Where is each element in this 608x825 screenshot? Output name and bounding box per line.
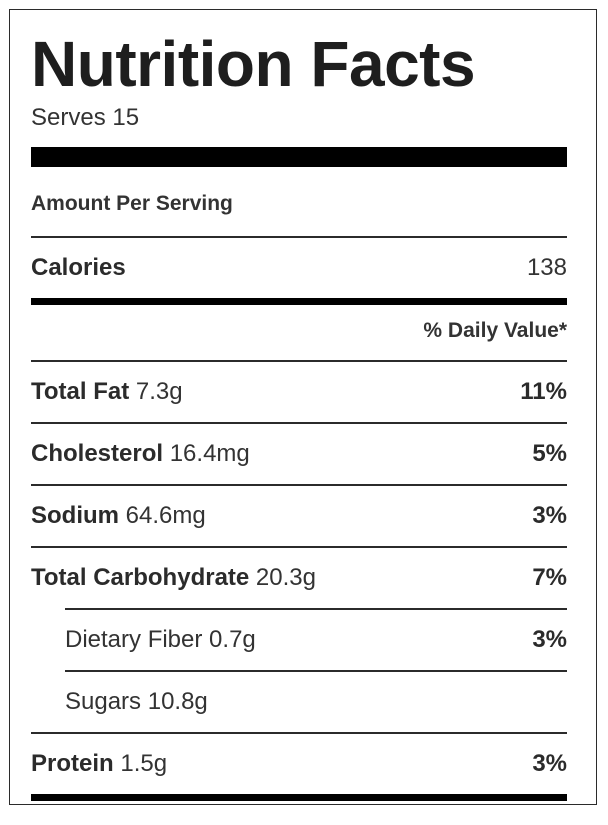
- label-content: Nutrition Facts Serves 15 Amount Per Ser…: [31, 10, 567, 804]
- nutrient-row-protein: Protein 1.5g 3%: [31, 749, 567, 779]
- nutrient-amount: 1.5g: [120, 750, 168, 777]
- daily-value-header: % Daily Value*: [423, 319, 567, 342]
- divider: [31, 732, 567, 734]
- nutrient-label: Sodium: [31, 502, 126, 529]
- nutrient-amount: 0.7g: [209, 626, 256, 653]
- divider: [31, 484, 567, 486]
- nutrient-row-total-fat: Total Fat 7.3g 11%: [31, 377, 567, 407]
- nutrient-percent: 3%: [532, 626, 567, 653]
- nutrient-amount: 16.4mg: [169, 440, 250, 467]
- divider: [31, 546, 567, 548]
- nutrient-label: Cholesterol: [31, 440, 170, 467]
- nutrient-amount: 7.3g: [135, 378, 183, 405]
- nutrient-amount: 64.6mg: [125, 502, 206, 529]
- indented-divider: [65, 608, 567, 610]
- nutrient-percent: 5%: [532, 440, 567, 467]
- nutrient-label: Sugars: [65, 688, 148, 715]
- calories-label: Calories: [31, 254, 126, 281]
- calories-value: 138: [526, 254, 567, 281]
- nutrient-row-dietary-fiber: Dietary Fiber 0.7g 3%: [65, 625, 567, 655]
- nutrient-label: Total Carbohydrate: [31, 564, 256, 591]
- nutrient-percent: 3%: [532, 502, 567, 529]
- indented-divider: [65, 670, 567, 672]
- calories-row: Calories 138: [31, 253, 567, 283]
- amount-per-serving-heading: Amount Per Serving: [31, 192, 233, 215]
- nutrient-row-total-carbohydrate: Total Carbohydrate 20.3g 7%: [31, 563, 567, 593]
- nutrition-facts-label: Nutrition Facts Serves 15 Amount Per Ser…: [9, 9, 597, 805]
- nutrient-percent: 7%: [532, 564, 567, 591]
- thick-divider: [31, 147, 567, 167]
- nutrient-percent: 3%: [532, 750, 567, 777]
- heavy-divider: [31, 794, 567, 801]
- divider: [31, 236, 567, 238]
- nutrient-label: Total Fat: [31, 378, 136, 405]
- label-title: Nutrition Facts: [31, 28, 476, 100]
- heavy-divider: [31, 298, 567, 305]
- nutrient-row-sugars: Sugars 10.8g: [65, 687, 567, 717]
- servings-text: Serves 15: [31, 104, 140, 131]
- nutrient-amount: 10.8g: [147, 688, 208, 715]
- nutrient-label: Dietary Fiber: [65, 626, 210, 653]
- divider: [31, 360, 567, 362]
- nutrient-amount: 20.3g: [255, 564, 316, 591]
- nutrient-percent: 11%: [520, 378, 567, 405]
- nutrient-label: Protein: [31, 750, 121, 777]
- nutrient-row-sodium: Sodium 64.6mg 3%: [31, 501, 567, 531]
- nutrient-row-cholesterol: Cholesterol 16.4mg 5%: [31, 439, 567, 469]
- divider: [31, 422, 567, 424]
